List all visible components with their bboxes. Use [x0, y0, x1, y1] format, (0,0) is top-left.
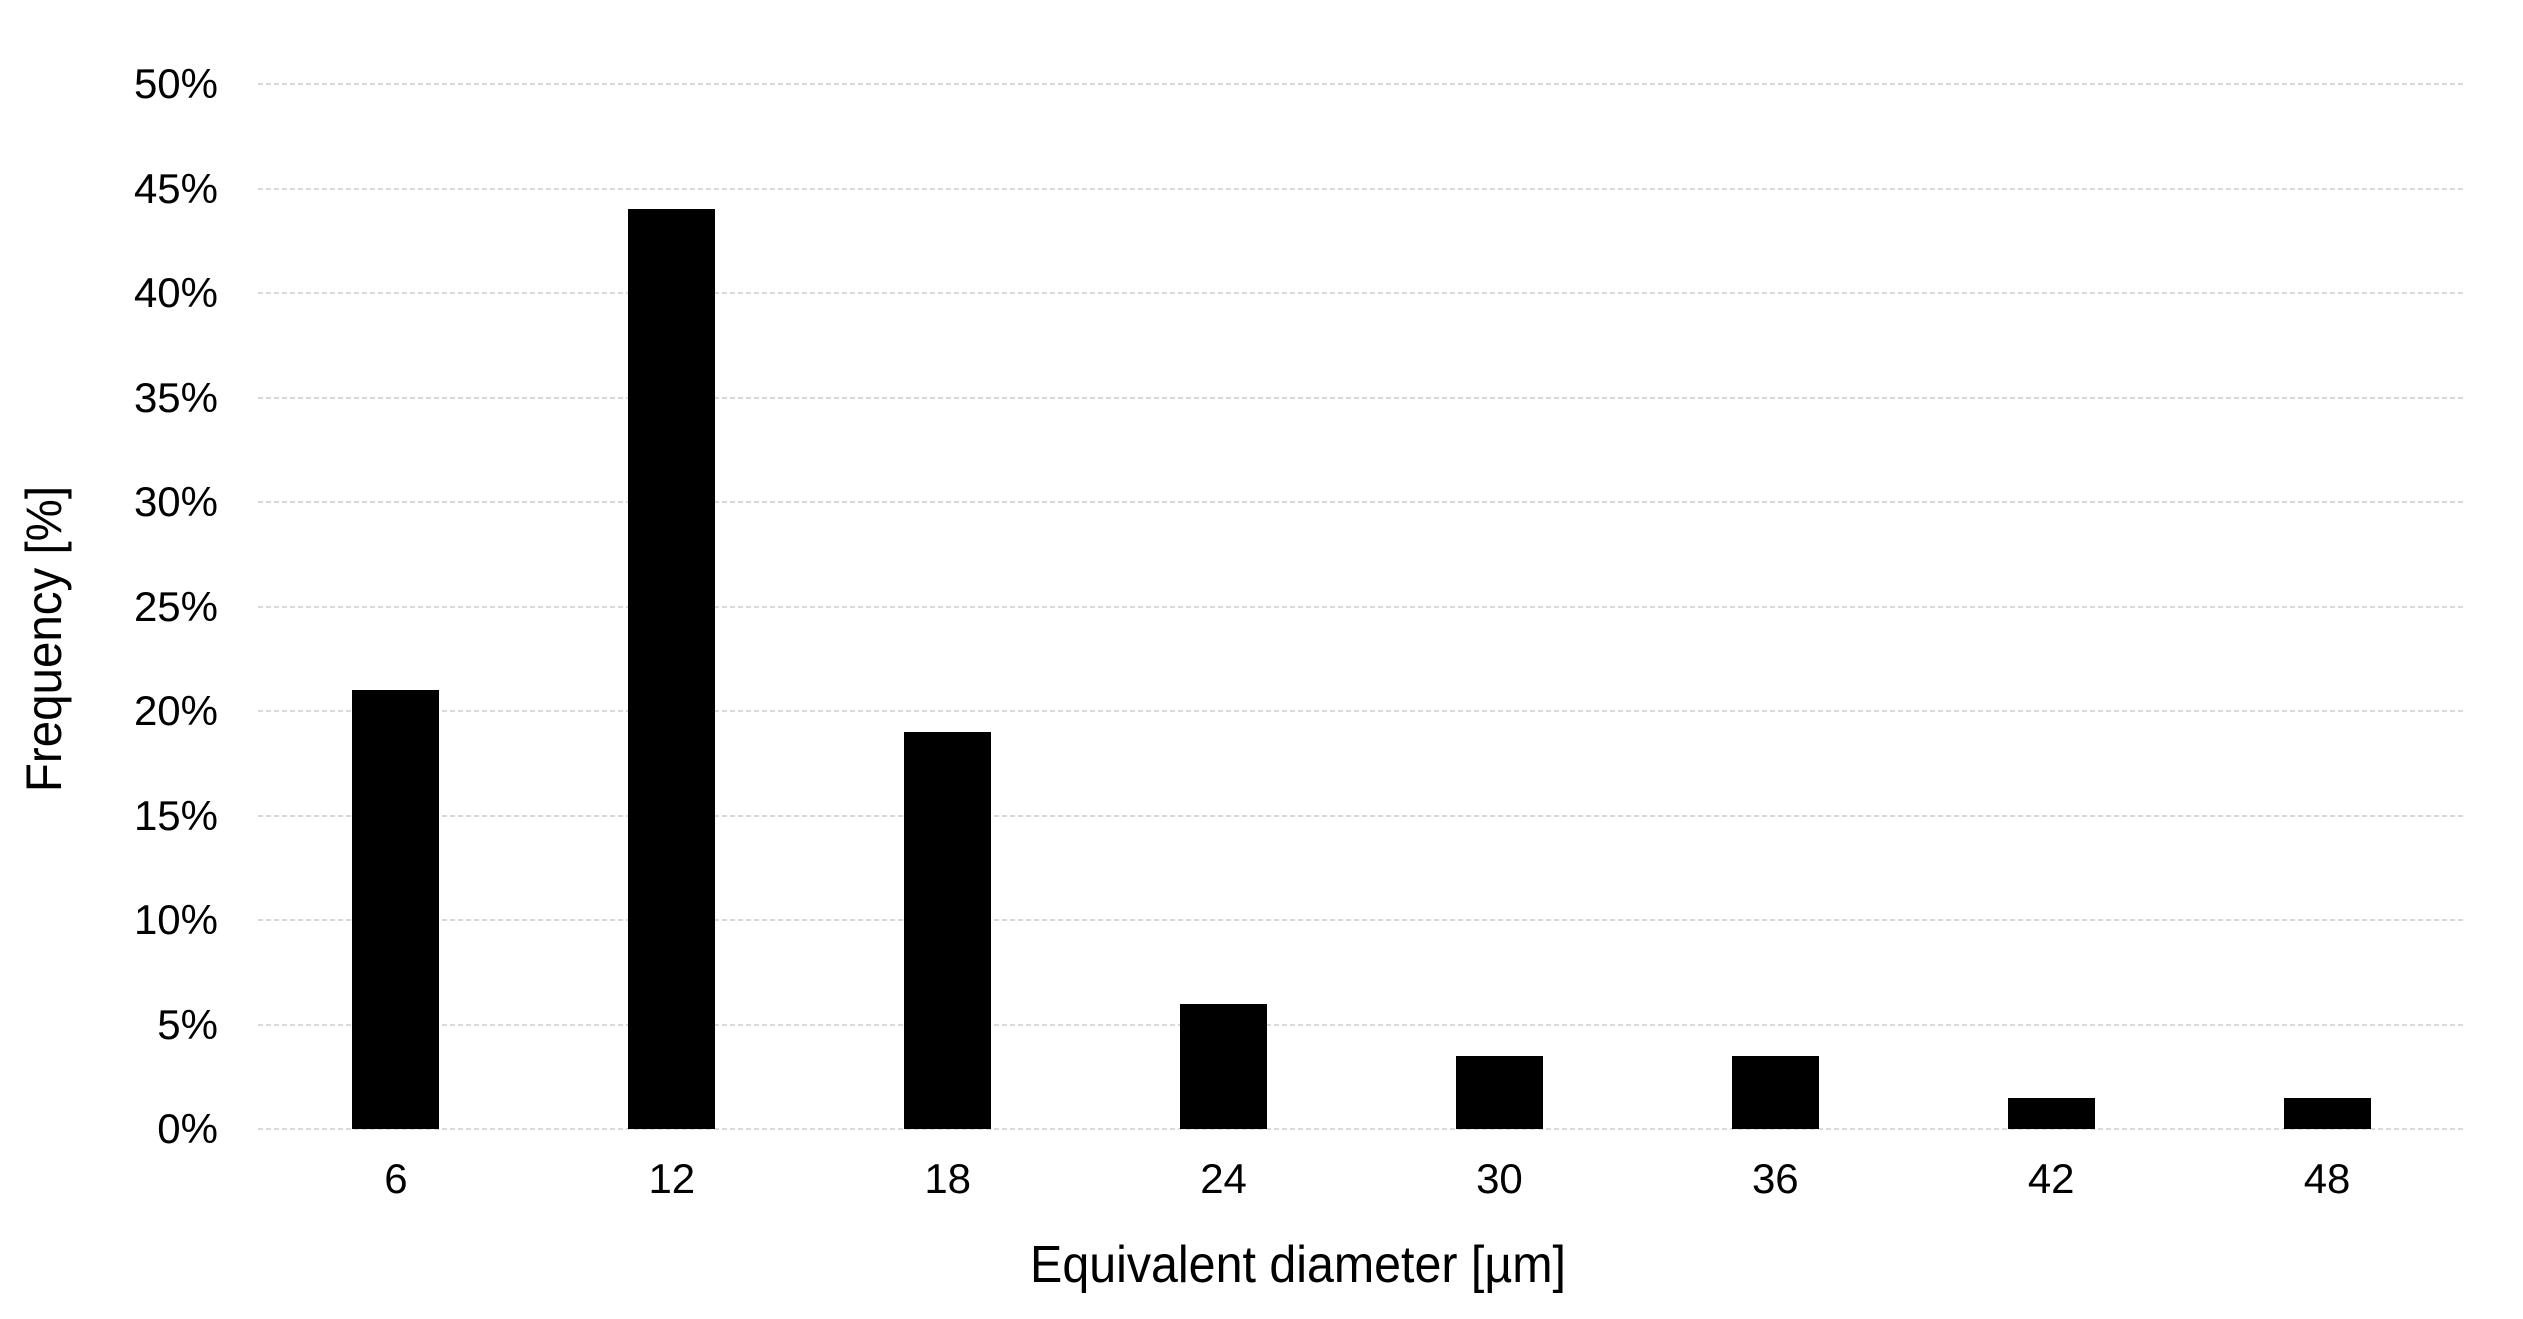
- y-tick-label: 40%: [133, 269, 218, 316]
- y-tick-label: 5%: [157, 1000, 218, 1048]
- bar: [2007, 1097, 2095, 1129]
- y-tick-label: 0%: [157, 1105, 218, 1152]
- x-tick-label: 42: [2027, 1155, 2075, 1202]
- y-tick-label: 20%: [133, 687, 218, 734]
- x-tick-label: 12: [648, 1155, 696, 1202]
- x-tick-label: 24: [1200, 1155, 1247, 1202]
- y-axis-title: Frequency [%]: [16, 485, 72, 793]
- bar: [1731, 1055, 1819, 1129]
- gridline: [258, 1023, 2465, 1026]
- gridline: [258, 605, 2465, 608]
- gridline: [258, 919, 2465, 921]
- y-tick-label: 35%: [133, 373, 218, 421]
- x-tick-label: 6: [384, 1155, 408, 1202]
- y-tick-label: 45%: [133, 164, 218, 212]
- bar: [628, 209, 716, 1129]
- x-tick-label: 30: [1476, 1155, 1523, 1202]
- x-axis-line: [258, 1128, 2465, 1130]
- bar: [2283, 1097, 2371, 1129]
- y-tick-label: 30%: [133, 478, 218, 525]
- bar: [1180, 1003, 1268, 1129]
- x-axis-title: Equivalent diameter [µm]: [1030, 1236, 1566, 1294]
- y-tick-label: 15%: [133, 791, 218, 839]
- x-tick-label: 18: [924, 1155, 972, 1202]
- y-tick-label: 10%: [133, 896, 218, 943]
- bar: [904, 731, 992, 1129]
- y-tick-label: 25%: [133, 582, 218, 630]
- gridline: [258, 83, 2465, 85]
- gridline: [258, 292, 2465, 294]
- gridline: [258, 501, 2465, 503]
- gridline: [258, 396, 2465, 399]
- y-tick-label: 50%: [133, 60, 218, 107]
- gridline: [258, 710, 2465, 712]
- gridline: [258, 814, 2465, 817]
- gridline: [258, 187, 2465, 190]
- bar: [1455, 1055, 1543, 1129]
- bar: [352, 690, 440, 1129]
- x-tick-label: 36: [1751, 1155, 1799, 1202]
- plot-area: [258, 83, 2465, 1130]
- x-tick-label: 48: [2303, 1155, 2351, 1202]
